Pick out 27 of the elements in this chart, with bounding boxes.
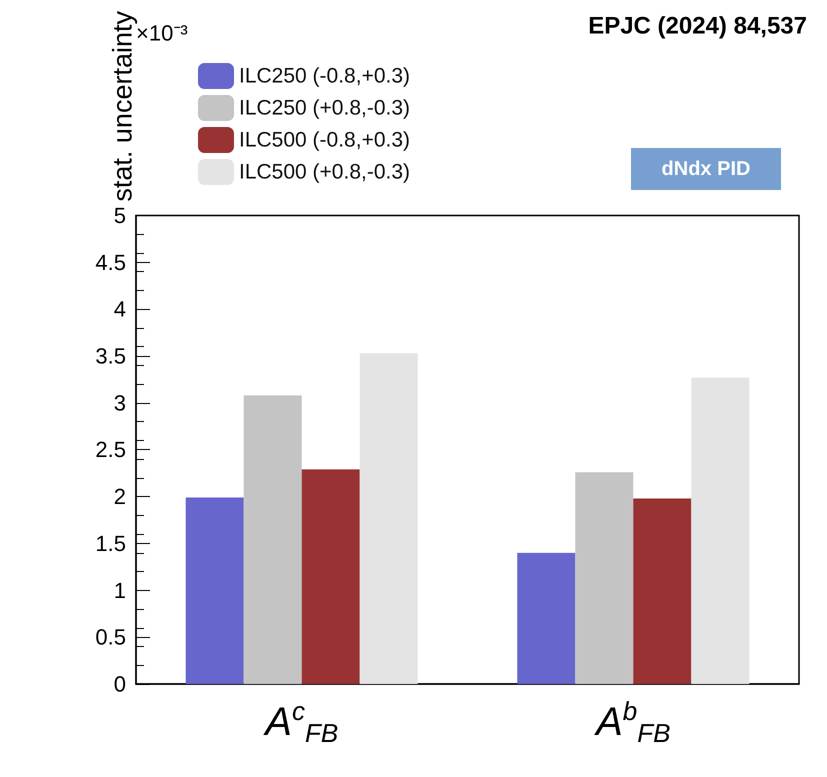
bar <box>244 395 302 684</box>
y-tick-label: 4 <box>114 296 126 322</box>
y-tick-label: 3.5 <box>95 344 126 369</box>
y-tick-label: 0.5 <box>95 624 126 650</box>
bar <box>517 552 576 684</box>
y-tick-label: 0 <box>114 672 126 696</box>
legend-label: ILC500 (-0.8,+0.3) <box>239 128 410 152</box>
legend-label: ILC250 (-0.8,+0.3) <box>239 64 410 88</box>
y-tick-label: 2 <box>114 484 126 510</box>
y-tick-label: 2.5 <box>95 437 126 462</box>
text: dNdx PID <box>662 158 750 180</box>
bar <box>575 472 634 684</box>
bar <box>186 498 244 684</box>
bar <box>360 353 418 684</box>
legend-label: ILC500 (+0.8,-0.3) <box>239 160 410 184</box>
y-tick-label: 5 <box>114 202 126 228</box>
bar <box>302 469 360 684</box>
y-tick-label: 1.5 <box>95 530 126 556</box>
y-tick-label: 1 <box>114 578 126 603</box>
text: ×10⁻³ <box>136 20 188 46</box>
legend-label: ILC250 (+0.8,-0.3) <box>239 96 410 120</box>
text: EPJC (2024) 84,537 <box>588 12 807 40</box>
y-tick-label: 4.5 <box>95 250 126 275</box>
y-axis-title: stat. uncertainty <box>108 10 138 202</box>
bar <box>633 498 692 684</box>
y-tick-label: 3 <box>114 390 126 416</box>
bar <box>691 378 750 684</box>
